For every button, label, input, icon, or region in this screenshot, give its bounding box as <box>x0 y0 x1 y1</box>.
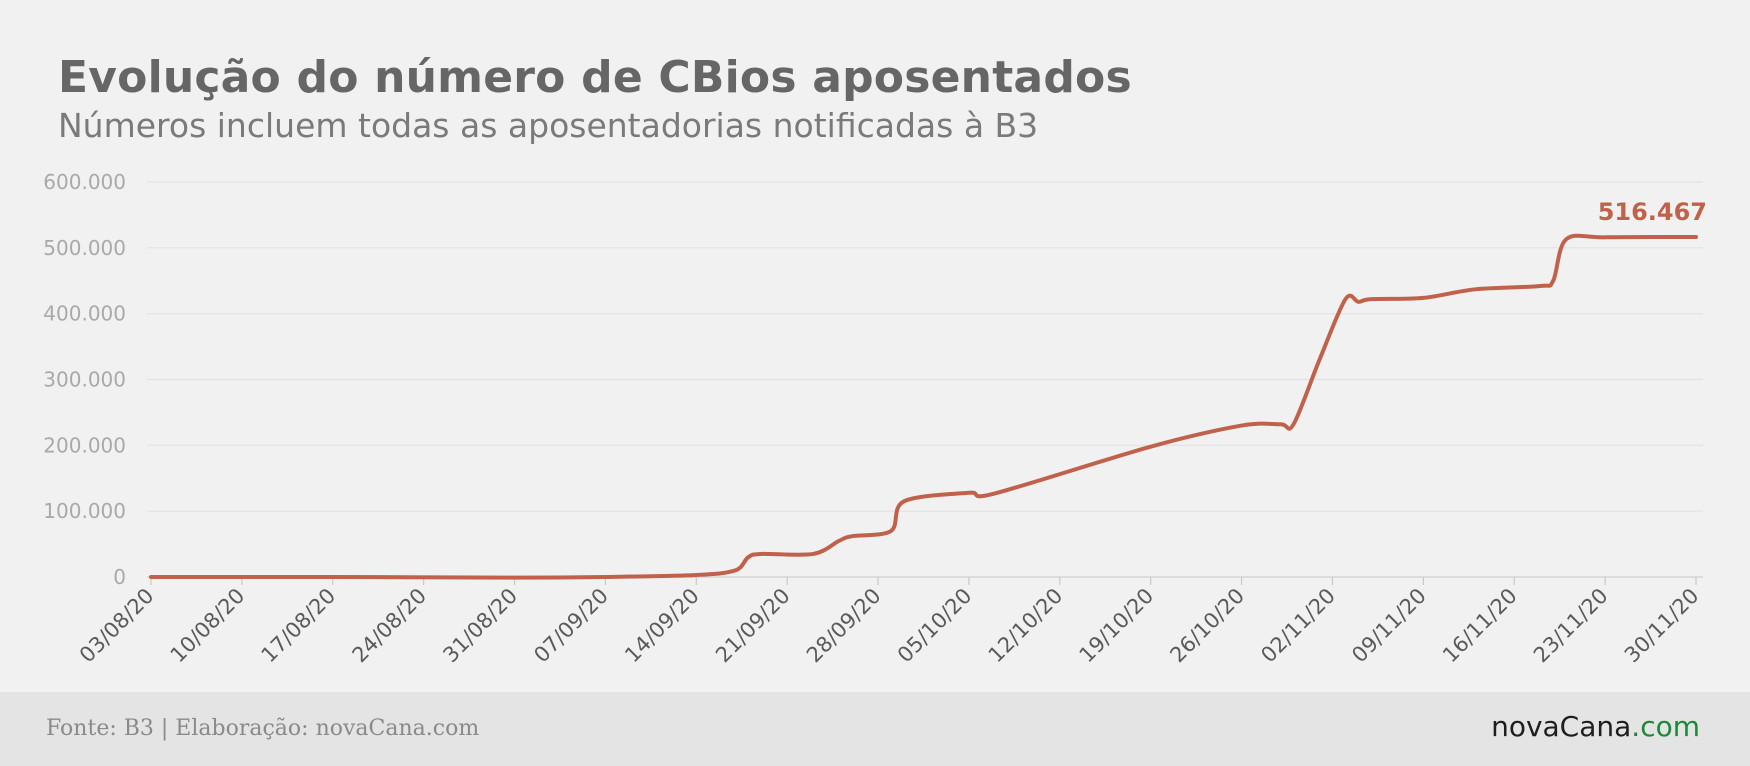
footer: Fonte: B3 | Elaboração: novaCana.com nov… <box>0 692 1750 766</box>
y-tick-label: 600.000 <box>43 170 126 194</box>
x-tick-label: 28/09/20 <box>802 584 886 668</box>
novacana-logo: novaCana.com <box>1491 710 1700 743</box>
x-tick-label: 24/08/20 <box>348 584 432 668</box>
y-tick-label: 500.000 <box>43 236 126 260</box>
source-note: Fonte: B3 | Elaboração: novaCana.com <box>46 716 480 741</box>
x-tick-label: 05/10/20 <box>893 584 977 668</box>
x-tick-label: 30/11/20 <box>1620 584 1704 668</box>
x-tick-label: 31/08/20 <box>438 584 522 668</box>
chart-title: Evolução do número de CBios aposentados <box>58 52 1132 103</box>
x-tick-label: 26/10/20 <box>1165 584 1249 668</box>
x-tick-label: 16/11/20 <box>1438 584 1522 668</box>
x-tick-label: 23/11/20 <box>1529 584 1613 668</box>
x-tick-label: 02/11/20 <box>1256 584 1340 668</box>
y-tick-label: 200.000 <box>43 433 126 457</box>
end-value-label: 516.467 <box>1598 198 1707 226</box>
y-tick-label: 100.000 <box>43 499 126 523</box>
x-tick-label: 21/09/20 <box>711 584 795 668</box>
chart-subtitle: Números incluem todas as aposentadorias … <box>58 106 1039 145</box>
x-tick-label: 17/08/20 <box>257 584 341 668</box>
x-tick-label: 09/11/20 <box>1347 584 1431 668</box>
x-tick-label: 10/08/20 <box>166 584 250 668</box>
y-tick-label: 400.000 <box>43 302 126 326</box>
x-tick-label: 03/08/20 <box>75 584 159 668</box>
y-tick-label: 0 <box>113 565 126 589</box>
line-chart: 0 100.000 200.000 300.000 400.000 500.000 600.… <box>43 170 1707 668</box>
x-tick-label: 14/09/20 <box>620 584 704 668</box>
y-tick-label: 300.000 <box>43 368 126 392</box>
x-tick-label: 19/10/20 <box>1075 584 1159 668</box>
x-tick-label: 07/09/20 <box>529 584 613 668</box>
series-line <box>149 233 1698 580</box>
x-tick-label: 12/10/20 <box>984 584 1068 668</box>
